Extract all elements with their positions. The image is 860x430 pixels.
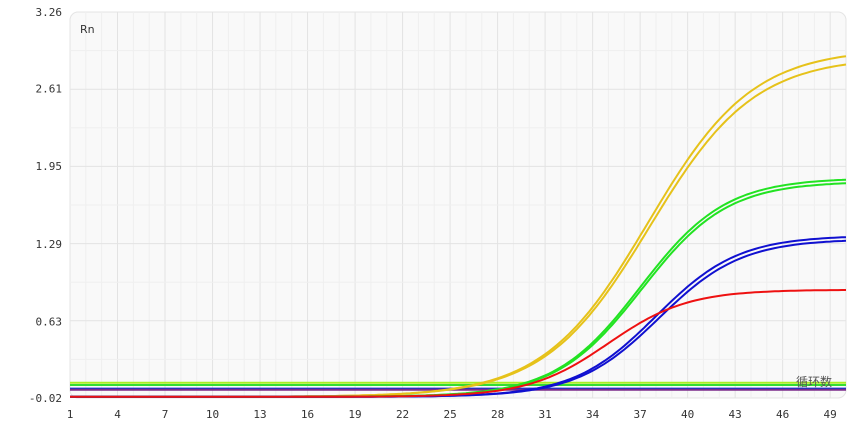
x-axis-ticks: 1 4 7 10 13 16 19 22 25 28 31 34 37 40 43 46 49: [67, 408, 837, 421]
x-tick-label: 31: [538, 408, 551, 421]
x-tick-label: 16: [301, 408, 314, 421]
x-tick-label: 43: [729, 408, 742, 421]
x-tick-label: 49: [824, 408, 837, 421]
x-tick-label: 25: [443, 408, 456, 421]
y-tick-label: 0.63: [36, 316, 63, 329]
series-lines: [70, 55, 847, 398]
x-tick-label: 4: [114, 408, 121, 421]
x-tick-label: 7: [162, 408, 169, 421]
x-tick-label: 34: [586, 408, 600, 421]
y-tick-label: 3.26: [36, 6, 63, 19]
threshold-lines: [70, 381, 846, 391]
y-tick-label: 1.95: [36, 160, 63, 173]
x-tick-label: 28: [491, 408, 504, 421]
x-axis-label: 循环数: [796, 374, 832, 389]
x-tick-label: 10: [206, 408, 219, 421]
x-tick-label: 22: [396, 408, 409, 421]
x-tick-label: 19: [348, 408, 361, 421]
y-tick-label: 2.61: [36, 82, 63, 95]
x-tick-label: 1: [67, 408, 74, 421]
x-tick-label: 46: [776, 408, 789, 421]
y-axis-ticks: 3.26 2.61 1.95 1.29 0.63 -0.02: [29, 6, 62, 405]
y-tick-label: -0.02: [29, 392, 62, 405]
x-tick-label: 40: [681, 408, 694, 421]
x-tick-label: 13: [253, 408, 266, 421]
x-tick-label: 37: [633, 408, 646, 421]
y-tick-label: 1.29: [36, 238, 63, 251]
y-axis-label: Rn: [80, 23, 95, 36]
series-line: [70, 289, 846, 398]
